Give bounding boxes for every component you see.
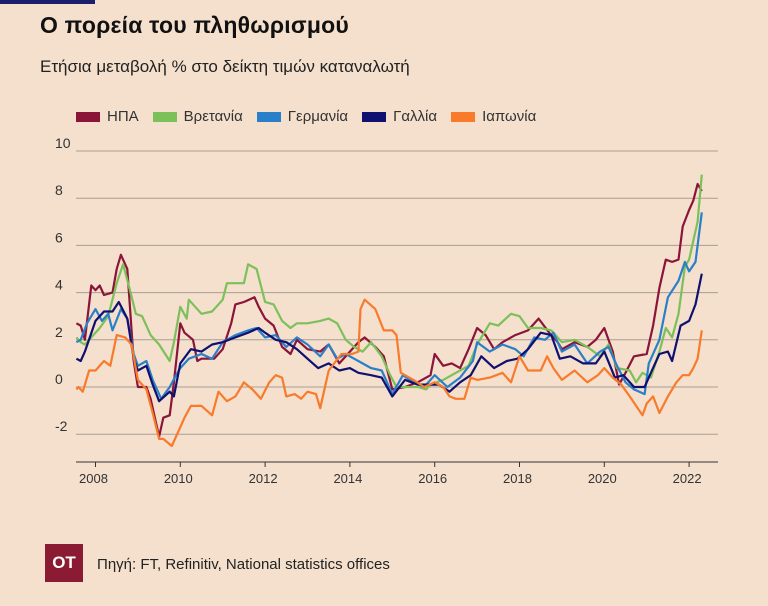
legend: ΗΠΑ Βρετανία Γερμανία Γαλλία Ιαπωνία	[76, 108, 536, 125]
top-accent-bar	[0, 0, 95, 4]
x-tick-label: 2014	[333, 471, 362, 486]
x-tick-label: 2018	[503, 471, 532, 486]
legend-item-germany: Γερμανία	[256, 108, 349, 125]
series-line-Ιαπωνία	[75, 298, 703, 448]
legend-swatch	[76, 111, 100, 122]
series-line-Γερμανία	[75, 212, 703, 400]
y-tick-label: 10	[55, 135, 71, 151]
legend-swatch	[256, 111, 281, 122]
legend-swatch	[362, 111, 387, 122]
legend-label: ΗΠΑ	[107, 108, 139, 125]
y-tick-label: -2	[55, 418, 68, 434]
legend-label: Βρετανία	[183, 108, 243, 125]
series-line-Βρετανία	[75, 174, 703, 391]
source-note: Πηγή: FT, Refinitiv, National statistics…	[97, 556, 390, 573]
y-tick-label: 6	[55, 229, 63, 245]
chart-subtitle: Ετήσια μεταβολή % στο δείκτη τιμών καταν…	[40, 57, 410, 76]
legend-swatch	[152, 111, 177, 122]
legend-item-france: Γαλλία	[362, 108, 437, 125]
legend-item-uk: Βρετανία	[152, 108, 243, 125]
x-tick-label: 2020	[588, 471, 617, 486]
y-tick-label: 4	[55, 277, 63, 293]
y-tick-label: 2	[55, 324, 63, 340]
y-tick-label: 8	[55, 182, 63, 198]
x-tick-label: 2010	[164, 471, 193, 486]
ot-logo: OT	[45, 544, 83, 582]
legend-label: Ιαπωνία	[482, 108, 537, 125]
legend-swatch	[451, 111, 476, 122]
x-tick-label: 2012	[249, 471, 278, 486]
legend-item-japan: Ιαπωνία	[451, 108, 536, 125]
legend-item-usa: ΗΠΑ	[76, 108, 139, 125]
series-line-ΗΠΑ	[75, 182, 703, 438]
legend-label: Γαλλία	[393, 108, 438, 125]
legend-label: Γερμανία	[287, 108, 349, 125]
chart-title: Ο πορεία του πληθωρισμού	[40, 12, 349, 38]
x-tick-label: 2008	[79, 471, 108, 486]
x-tick-label: 2022	[673, 471, 702, 486]
series-line-Γαλλία	[75, 273, 703, 403]
y-tick-label: 0	[55, 371, 63, 387]
x-tick-label: 2016	[418, 471, 447, 486]
